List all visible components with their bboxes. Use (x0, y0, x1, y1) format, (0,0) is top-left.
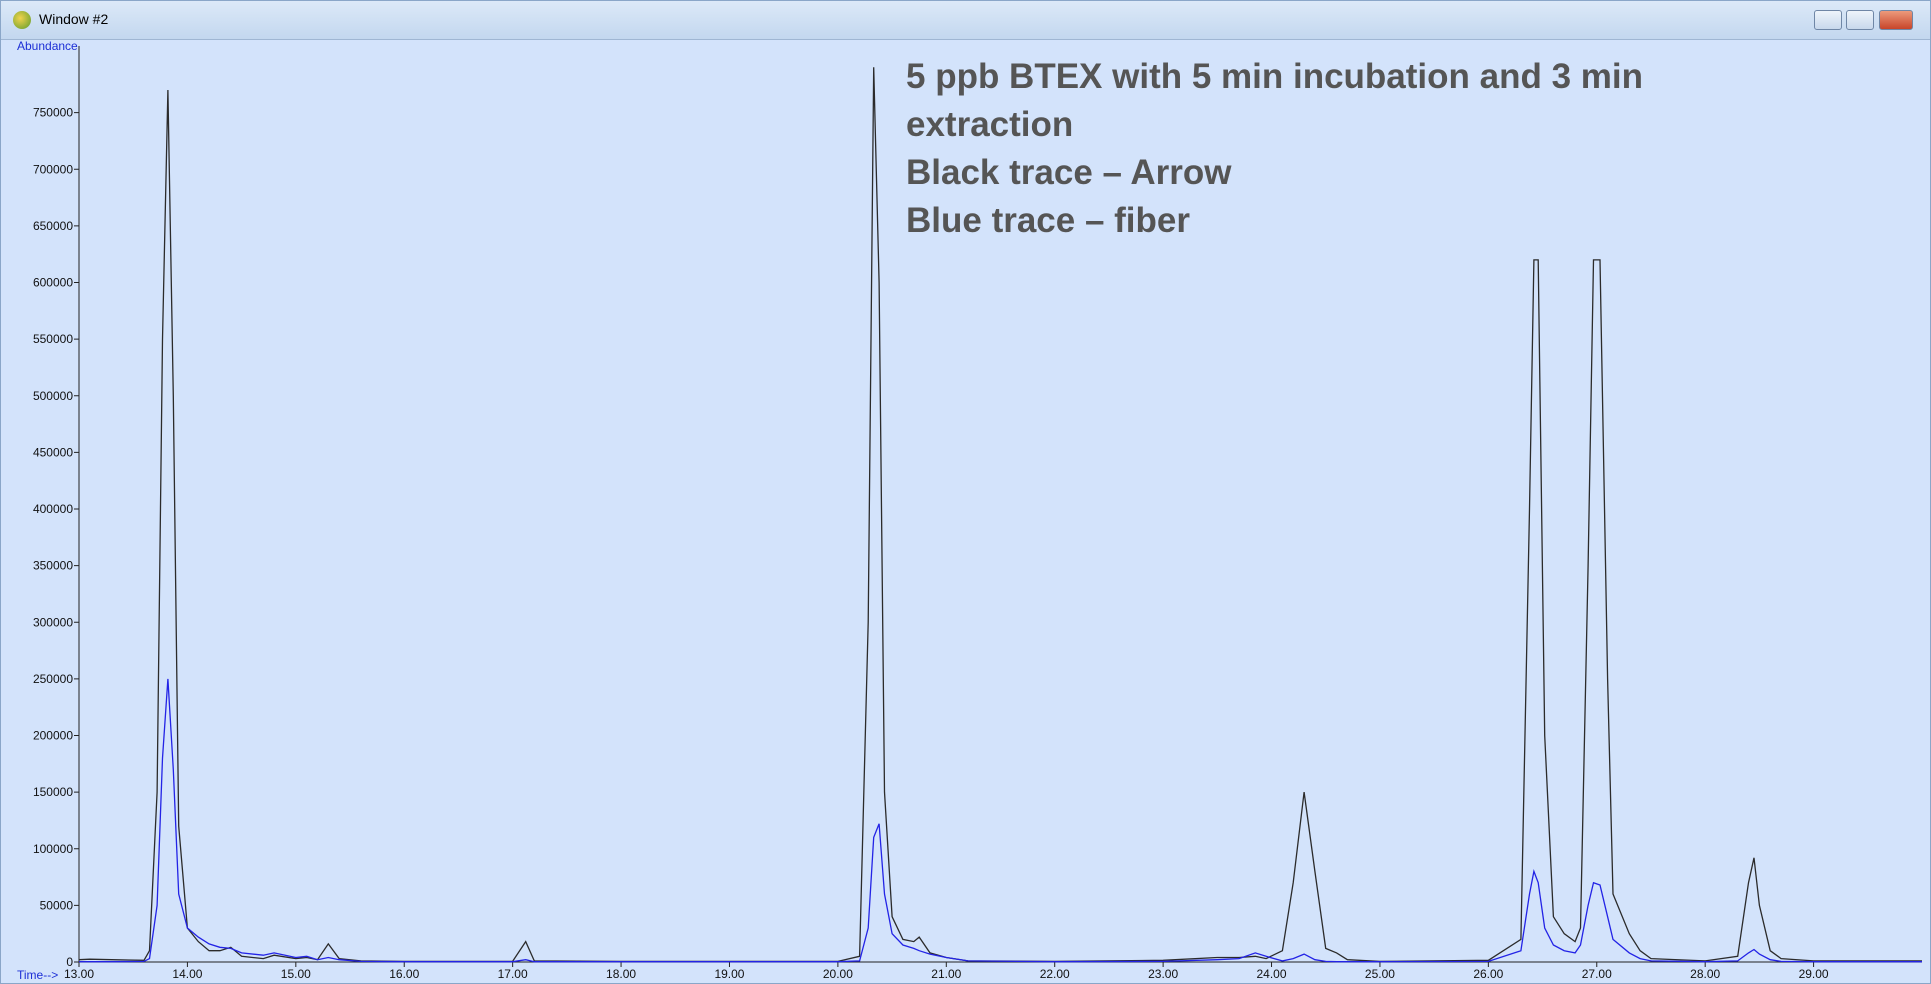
y-tick-label: 400000 (33, 502, 73, 516)
x-tick-label: 19.00 (714, 967, 744, 981)
x-axis-label: Time--> (17, 968, 58, 982)
annotation-line: Black trace – Arrow (906, 153, 1232, 192)
annotation-line: Blue trace – fiber (906, 201, 1190, 240)
y-tick-label: 150000 (33, 785, 73, 799)
window-title: Window #2 (39, 11, 109, 27)
y-axis-label: Abundance (17, 39, 78, 53)
traces (79, 67, 1922, 963)
x-tick-label: 29.00 (1799, 967, 1829, 981)
x-tick-label: 14.00 (172, 967, 202, 981)
y-tick-label: 50000 (40, 898, 74, 912)
trace-line (79, 678, 1922, 963)
x-tick-label: 28.00 (1690, 967, 1720, 981)
x-tick-label: 26.00 (1473, 967, 1503, 981)
y-tick-label: 0 (66, 955, 73, 969)
annotation-line: 5 ppb BTEX with 5 min incubation and 3 m… (906, 57, 1643, 144)
y-tick-label: 200000 (33, 729, 73, 743)
y-tick-label: 600000 (33, 276, 73, 290)
y-tick-label: 500000 (33, 389, 73, 403)
y-tick-label: 650000 (33, 219, 73, 233)
minimize-button[interactable] (1814, 10, 1842, 30)
y-tick-label: 450000 (33, 445, 73, 459)
x-tick-label: 15.00 (281, 967, 311, 981)
annotation: 5 ppb BTEX with 5 min incubation and 3 m… (906, 53, 1766, 245)
y-tick-label: 250000 (33, 672, 73, 686)
title-bar: Window #2 (1, 1, 1930, 40)
y-tick-label: 100000 (33, 842, 73, 856)
x-tick-label: 16.00 (389, 967, 419, 981)
x-tick-label: 23.00 (1148, 967, 1178, 981)
restore-button[interactable] (1846, 10, 1874, 30)
y-tick-label: 300000 (33, 615, 73, 629)
app-icon (13, 11, 31, 29)
x-tick-label: 20.00 (823, 967, 853, 981)
x-tick-label: 24.00 (1257, 967, 1287, 981)
x-tick-label: 18.00 (606, 967, 636, 981)
y-tick-label: 350000 (33, 559, 73, 573)
x-tick-label: 27.00 (1582, 967, 1612, 981)
x-tick-label: 21.00 (931, 967, 961, 981)
y-tick-label: 550000 (33, 332, 73, 346)
x-tick-label: 13.00 (64, 967, 94, 981)
y-tick-label: 700000 (33, 162, 73, 176)
x-tick-label: 17.00 (498, 967, 528, 981)
x-tick-label: 25.00 (1365, 967, 1395, 981)
y-tick-label: 750000 (33, 106, 73, 120)
x-tick-label: 22.00 (1040, 967, 1070, 981)
close-button[interactable] (1879, 10, 1913, 30)
